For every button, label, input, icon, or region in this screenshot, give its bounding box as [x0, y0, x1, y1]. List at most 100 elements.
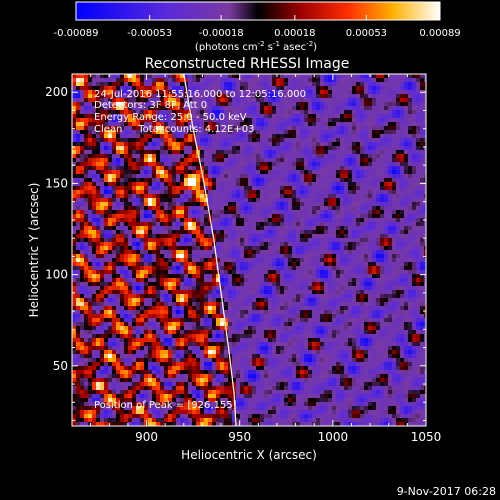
heatmap-cell	[248, 206, 252, 210]
heatmap-cell	[200, 94, 204, 98]
heatmap-cell	[252, 290, 256, 294]
heatmap-cell	[400, 258, 404, 262]
heatmap-cell	[280, 234, 284, 238]
heatmap-cell	[396, 90, 400, 94]
heatmap-cell	[80, 258, 84, 262]
heatmap-cell	[108, 106, 112, 110]
heatmap-cell	[248, 166, 252, 170]
heatmap-cell	[348, 182, 352, 186]
heatmap-cell	[116, 270, 120, 274]
heatmap-cell	[276, 118, 280, 122]
heatmap-cell	[340, 174, 344, 178]
heatmap-cell	[396, 194, 400, 198]
heatmap-cell	[232, 218, 236, 222]
heatmap-cell	[288, 258, 292, 262]
heatmap-cell	[152, 254, 156, 258]
heatmap-cell	[112, 134, 116, 138]
heatmap-cell	[396, 254, 400, 258]
heatmap-cell	[192, 146, 196, 150]
heatmap-cell	[344, 178, 348, 182]
heatmap-cell	[172, 258, 176, 262]
heatmap-cell	[292, 222, 296, 226]
heatmap-cell	[160, 86, 164, 90]
heatmap-cell	[252, 286, 256, 290]
heatmap-cell	[400, 174, 404, 178]
heatmap-cell	[148, 266, 152, 270]
heatmap-cell	[244, 126, 248, 130]
heatmap-cell	[320, 222, 324, 226]
heatmap-cell	[268, 106, 272, 110]
heatmap-cell	[196, 98, 200, 102]
heatmap-cell	[116, 134, 120, 138]
heatmap-cell	[124, 262, 128, 266]
heatmap-cell	[292, 278, 296, 282]
heatmap-cell	[160, 74, 164, 78]
heatmap-cell	[396, 114, 400, 118]
heatmap-cell	[164, 142, 168, 146]
heatmap-cell	[156, 286, 160, 290]
heatmap-cell	[368, 90, 372, 94]
heatmap-cell	[104, 94, 108, 98]
heatmap-cell	[408, 174, 412, 178]
heatmap-cell	[228, 294, 232, 298]
heatmap-cell	[412, 154, 416, 158]
heatmap-cell	[308, 290, 312, 294]
heatmap-cell	[264, 222, 268, 226]
heatmap-cell	[300, 282, 304, 286]
heatmap-cell	[164, 214, 168, 218]
heatmap-cell	[348, 234, 352, 238]
heatmap-cell	[360, 118, 364, 122]
heatmap-cell	[416, 194, 420, 198]
heatmap-cell	[204, 102, 208, 106]
heatmap-cell	[88, 154, 92, 158]
heatmap-cell	[204, 90, 208, 94]
heatmap-cell	[324, 210, 328, 214]
heatmap-cell	[264, 282, 268, 286]
heatmap-cell	[76, 186, 80, 190]
heatmap-cell	[128, 254, 132, 258]
heatmap-cell	[412, 198, 416, 202]
heatmap-cell	[236, 202, 240, 206]
heatmap-cell	[172, 286, 176, 290]
heatmap-cell	[328, 90, 332, 94]
heatmap-cell	[132, 218, 136, 222]
heatmap-cell	[172, 122, 176, 126]
heatmap-cell	[168, 142, 172, 146]
heatmap-cell	[320, 198, 324, 202]
heatmap-cell	[380, 286, 384, 290]
heatmap-cell	[220, 222, 224, 226]
heatmap-cell	[348, 166, 352, 170]
heatmap-cell	[352, 110, 356, 114]
heatmap-cell	[420, 138, 424, 142]
heatmap-cell	[308, 174, 312, 178]
heatmap-cell	[412, 238, 416, 242]
heatmap-cell	[340, 230, 344, 234]
heatmap-cell	[364, 206, 368, 210]
heatmap-cell	[140, 286, 144, 290]
heatmap-cell	[228, 178, 232, 182]
heatmap-cell	[272, 162, 276, 166]
heatmap-cell	[292, 110, 296, 114]
heatmap-cell	[360, 98, 364, 102]
heatmap-cell	[168, 182, 172, 186]
heatmap-cell	[360, 282, 364, 286]
heatmap-cell	[332, 142, 336, 146]
heatmap-cell	[92, 262, 96, 266]
heatmap-cell	[324, 78, 328, 82]
heatmap-cell	[424, 146, 426, 150]
heatmap-cell	[384, 286, 388, 290]
heatmap-cell	[84, 214, 88, 218]
heatmap-cell	[312, 114, 316, 118]
heatmap-cell	[304, 190, 308, 194]
heatmap-cell	[176, 270, 180, 274]
heatmap-cell	[136, 94, 140, 98]
heatmap-cell	[312, 82, 316, 86]
heatmap-cell	[200, 106, 204, 110]
heatmap-cell	[240, 134, 244, 138]
heatmap-cell	[76, 226, 80, 230]
heatmap-cell	[72, 202, 76, 206]
heatmap-cell	[80, 242, 84, 246]
heatmap-cell	[372, 170, 376, 174]
heatmap-cell	[204, 98, 208, 102]
heatmap-cell	[356, 258, 360, 262]
